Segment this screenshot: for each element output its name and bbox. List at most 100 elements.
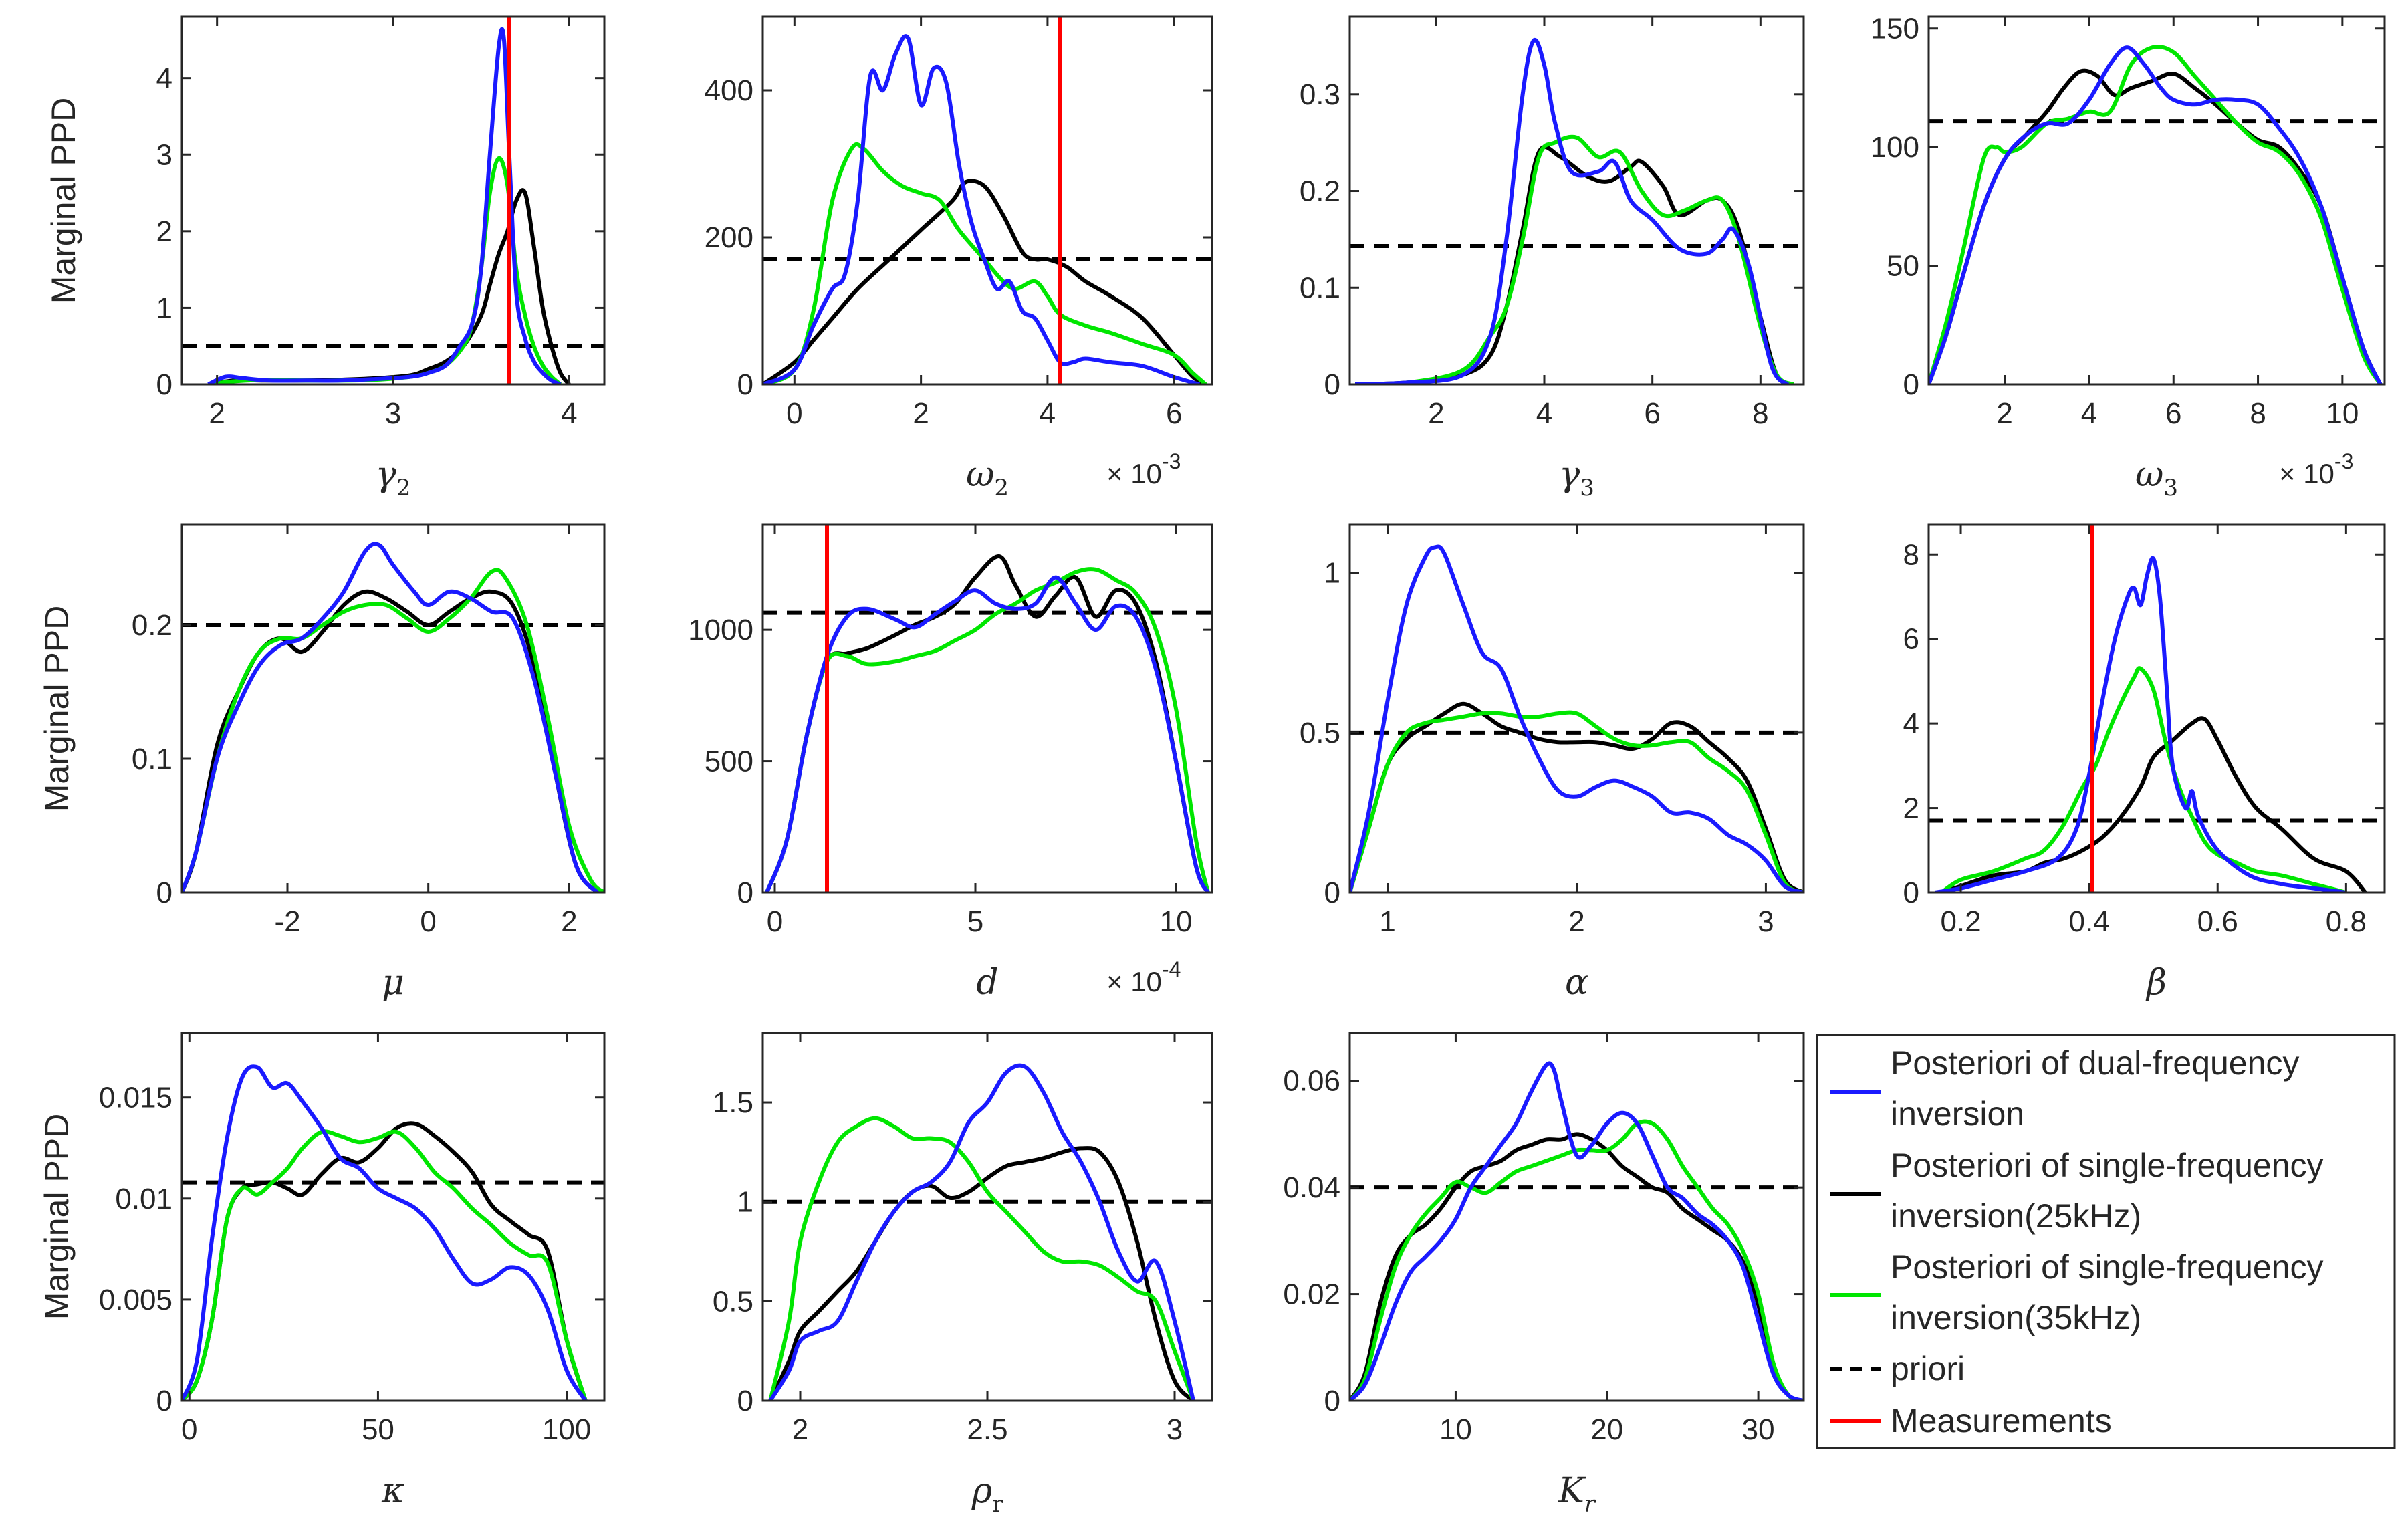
panel-4: -2 0 2 0 0.1 0.2 μ Marginal PPD bbox=[38, 523, 606, 1003]
plot-area bbox=[763, 17, 1212, 384]
x-tick-label: -2 bbox=[274, 905, 300, 938]
plot-area bbox=[1350, 525, 1804, 893]
plot-lines bbox=[1929, 44, 2385, 384]
series-f35 bbox=[182, 568, 604, 893]
series-f35 bbox=[1940, 666, 2347, 893]
legend: Posteriori of dual-frequency inversion P… bbox=[1816, 1034, 2396, 1449]
x-axis-label: d bbox=[976, 963, 998, 1003]
x-tick-label: 10 bbox=[1439, 1413, 1472, 1446]
plot-area bbox=[1929, 17, 2385, 384]
plot-lines bbox=[763, 525, 1212, 893]
series-f35 bbox=[1350, 1119, 1804, 1401]
x-axis-label: α bbox=[1565, 963, 1588, 1003]
x-tick-label: 10 bbox=[1160, 905, 1193, 938]
y-tick-label: 0 bbox=[156, 368, 172, 401]
x-tick-label: 5 bbox=[967, 905, 983, 938]
x-tick-label: 2 bbox=[1428, 397, 1444, 430]
series-dual bbox=[1350, 1061, 1804, 1401]
series-f35 bbox=[763, 142, 1207, 384]
legend-label-f25-line1: Posteriori of single-frequency bbox=[1891, 1147, 2324, 1184]
series-dual bbox=[182, 1064, 588, 1401]
x-tick-label: 3 bbox=[1758, 905, 1774, 938]
x-tick-label: 0 bbox=[181, 1413, 197, 1446]
series-dual bbox=[1935, 556, 2346, 893]
y-tick-label: 0.005 bbox=[99, 1284, 172, 1316]
plot-lines bbox=[763, 1063, 1212, 1401]
y-tick-label: 0.5 bbox=[1300, 717, 1340, 749]
x-tick-label: 4 bbox=[561, 397, 577, 430]
legend-label-f25-line2: inversion(25kHz) bbox=[1891, 1197, 2141, 1235]
series-dual bbox=[768, 1063, 1195, 1401]
x-tick-label: 8 bbox=[1752, 397, 1768, 430]
y-tick-label: 1.5 bbox=[713, 1086, 753, 1119]
x-tick-label: 3 bbox=[385, 397, 401, 430]
y-tick-label: 6 bbox=[1903, 623, 1919, 656]
x-tick-label: 8 bbox=[2250, 397, 2266, 430]
series-f25 bbox=[763, 179, 1207, 384]
y-tick-label: 0 bbox=[737, 876, 753, 909]
legend-box bbox=[1816, 1034, 2396, 1449]
axes-box bbox=[180, 523, 606, 894]
plot-area bbox=[182, 1033, 604, 1401]
x-tick-label: 1 bbox=[1379, 905, 1395, 938]
x-exponent: × 10-4 bbox=[1106, 957, 1181, 997]
plot-area bbox=[182, 525, 604, 893]
y-tick-label: 500 bbox=[705, 745, 753, 778]
x-tick-label: 50 bbox=[362, 1413, 394, 1446]
x-tick-label: 4 bbox=[1536, 397, 1552, 430]
panel-9: 2 2.5 3 0 0.5 1 1.5 ρr bbox=[713, 1032, 1213, 1518]
y-tick-label: 4 bbox=[156, 62, 172, 95]
y-tick-label: 0 bbox=[737, 1385, 753, 1417]
plot-lines bbox=[182, 1064, 604, 1401]
y-tick-label: 0.2 bbox=[132, 609, 172, 642]
x-tick-label: 6 bbox=[2165, 397, 2181, 430]
x-tick-label: 0.8 bbox=[2326, 905, 2367, 938]
x-axis-label: ω3 bbox=[2135, 455, 2178, 501]
x-axis-label: μ bbox=[382, 963, 404, 1003]
x-tick-label: 2.5 bbox=[967, 1413, 1007, 1446]
y-tick-label: 1 bbox=[156, 291, 172, 324]
y-tick-label: 3 bbox=[156, 138, 172, 171]
x-tick-label: 3 bbox=[1167, 1413, 1183, 1446]
x-axis-label: ρr bbox=[971, 1471, 1004, 1518]
plot-area bbox=[182, 17, 604, 384]
y-tick-label: 8 bbox=[1903, 538, 1919, 571]
plot-lines bbox=[1350, 1061, 1804, 1401]
y-tick-label: 0.01 bbox=[115, 1183, 172, 1215]
legend-label-dual-line1: Posteriori of dual-frequency bbox=[1891, 1044, 2299, 1082]
x-tick-label: 2 bbox=[913, 397, 929, 430]
legend-label-f35-line1: Posteriori of single-frequency bbox=[1891, 1248, 2324, 1286]
y-tick-label: 100 bbox=[1871, 131, 1919, 164]
y-axis-label: Marginal PPD bbox=[38, 1114, 76, 1320]
y-tick-label: 2 bbox=[156, 215, 172, 248]
x-axis-label: ω2 bbox=[966, 455, 1009, 501]
y-tick-label: 1000 bbox=[688, 614, 753, 646]
legend-label-dual-line2: inversion bbox=[1891, 1095, 2024, 1133]
panel-8: 0 50 100 0 0.005 0.01 0.015 κ Marginal PPD bbox=[38, 1032, 606, 1511]
y-tick-label: 0 bbox=[1324, 368, 1340, 401]
x-tick-label: 0 bbox=[420, 905, 436, 938]
plot-lines bbox=[1929, 525, 2385, 893]
plot-lines bbox=[1350, 37, 1804, 384]
y-tick-label: 0 bbox=[1903, 876, 1919, 909]
legend-label-priori: priori bbox=[1891, 1350, 1965, 1387]
y-tick-label: 0.015 bbox=[99, 1082, 172, 1114]
y-tick-label: 0 bbox=[737, 368, 753, 401]
x-axis-label: Kr bbox=[1558, 1471, 1596, 1518]
axes-box bbox=[1927, 523, 2386, 894]
series-dual bbox=[182, 542, 599, 893]
series-f35 bbox=[768, 1116, 1195, 1401]
y-tick-label: 0 bbox=[1903, 368, 1919, 401]
axes-box bbox=[1927, 15, 2386, 386]
series-dual bbox=[1350, 544, 1804, 893]
plot-area bbox=[763, 525, 1212, 893]
axes-box bbox=[1348, 15, 1805, 386]
y-tick-label: 0 bbox=[156, 1385, 172, 1417]
y-tick-label: 0 bbox=[156, 876, 172, 909]
series-dual bbox=[1929, 45, 2383, 384]
x-tick-label: 6 bbox=[1644, 397, 1660, 430]
axes-box bbox=[761, 523, 1213, 894]
x-tick-label: 2 bbox=[1996, 397, 2012, 430]
